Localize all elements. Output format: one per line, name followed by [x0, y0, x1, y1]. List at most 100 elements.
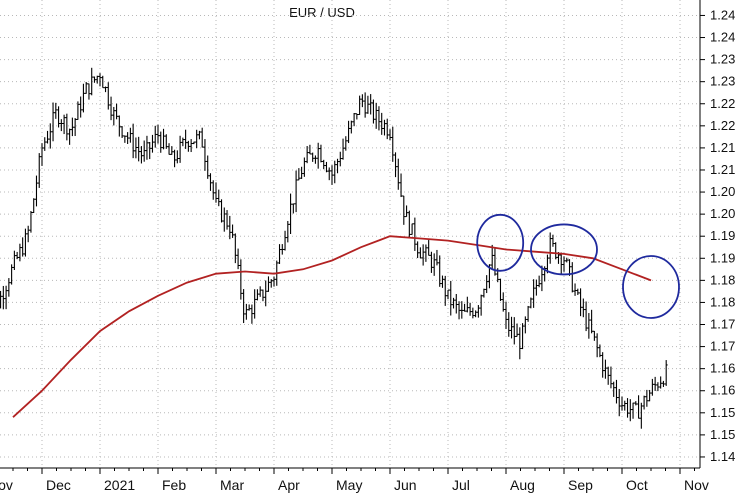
price-bar	[592, 330, 596, 341]
price-bar	[510, 316, 514, 339]
price-bar	[139, 146, 143, 164]
price-bar	[117, 115, 121, 137]
price-bar	[128, 127, 132, 143]
price-bar	[653, 376, 657, 391]
price-bar	[369, 94, 373, 115]
price-bar	[584, 301, 588, 332]
price-bar	[173, 149, 177, 168]
price-bar	[261, 289, 265, 302]
x-tick-label: Aug	[510, 477, 535, 493]
price-bar	[32, 198, 36, 214]
price-bar	[620, 396, 624, 411]
price-bar	[568, 259, 572, 276]
price-bar	[562, 256, 566, 272]
price-bar	[623, 400, 627, 411]
price-bar	[308, 144, 312, 155]
price-bar	[211, 180, 215, 200]
price-bar	[358, 95, 362, 116]
price-bar	[150, 134, 154, 153]
price-bar	[112, 106, 116, 126]
y-tick-label: 1.23	[710, 52, 735, 67]
price-bar	[515, 323, 519, 337]
price-bar	[7, 278, 11, 297]
x-tick-label: Apr	[278, 477, 300, 493]
price-bar	[21, 237, 25, 257]
price-bar	[650, 378, 654, 396]
price-bar	[15, 251, 19, 260]
price-bar	[570, 262, 574, 293]
price-bar	[606, 366, 610, 385]
price-bar	[87, 83, 91, 100]
price-bar	[184, 129, 188, 149]
price-bar	[311, 152, 315, 162]
price-bar	[23, 228, 27, 257]
price-bar	[98, 73, 102, 87]
price-bar	[626, 398, 630, 418]
price-bar	[418, 247, 422, 259]
price-bar	[57, 106, 61, 128]
price-bar	[518, 327, 522, 360]
price-bar	[427, 240, 431, 256]
price-bar	[313, 155, 317, 164]
price-bar	[156, 124, 160, 144]
price-bar	[352, 112, 356, 127]
price-bar	[264, 280, 268, 307]
price-bar	[73, 118, 77, 136]
y-tick-label: 1.20	[710, 184, 735, 199]
price-bar	[43, 137, 47, 151]
price-bar	[394, 152, 398, 178]
price-bar	[380, 112, 384, 135]
price-bar	[283, 230, 287, 251]
price-bar	[272, 276, 276, 287]
price-bar	[92, 76, 96, 83]
moving-average-series	[12, 235, 652, 418]
price-bar	[148, 141, 152, 160]
price-bar	[452, 297, 456, 309]
price-bar	[631, 402, 635, 419]
price-bar	[642, 395, 646, 410]
price-bar	[374, 102, 378, 129]
price-bar	[153, 125, 157, 148]
price-bar	[482, 288, 486, 298]
price-bar	[410, 223, 414, 235]
price-bar	[145, 135, 149, 160]
price-bar	[645, 389, 649, 407]
price-bar	[200, 127, 204, 148]
price-bar	[40, 143, 44, 166]
x-tick-label: Mar	[220, 477, 244, 493]
annotation-circle	[476, 213, 525, 272]
chart-title: EUR / USD	[289, 5, 355, 20]
price-bar	[123, 135, 127, 143]
price-bar	[391, 126, 395, 162]
price-bar	[231, 224, 235, 238]
price-bar	[159, 131, 163, 153]
price-bar	[294, 170, 298, 213]
price-bar	[507, 312, 511, 337]
price-bar	[65, 113, 69, 141]
price-bar	[341, 138, 345, 160]
price-bar	[203, 139, 207, 171]
y-tick-label: 1.18	[710, 272, 735, 287]
price-bar	[446, 289, 450, 300]
price-bar	[637, 395, 641, 419]
x-axis: Nov Dec 2021 Feb Mar Apr May Jun Jul Aug Sep Oct Nov	[0, 468, 709, 493]
price-bar	[95, 75, 99, 84]
price-bar	[512, 317, 516, 345]
price-bar	[305, 146, 309, 164]
price-bar	[344, 136, 348, 151]
price-bar	[302, 157, 306, 177]
price-bar	[239, 259, 243, 300]
price-bar	[142, 140, 146, 162]
x-tick-label: Jul	[452, 477, 470, 493]
x-tick-label: May	[336, 477, 362, 493]
price-bar	[595, 333, 599, 358]
x-tick-label: Jun	[394, 477, 417, 493]
price-bar	[598, 344, 602, 358]
price-bar	[4, 285, 8, 310]
price-bar	[253, 289, 257, 319]
price-bar	[590, 309, 594, 334]
y-tick-label: 1.21	[710, 140, 735, 155]
price-bar	[322, 159, 326, 170]
price-bar	[59, 119, 63, 132]
price-bar	[573, 283, 577, 296]
